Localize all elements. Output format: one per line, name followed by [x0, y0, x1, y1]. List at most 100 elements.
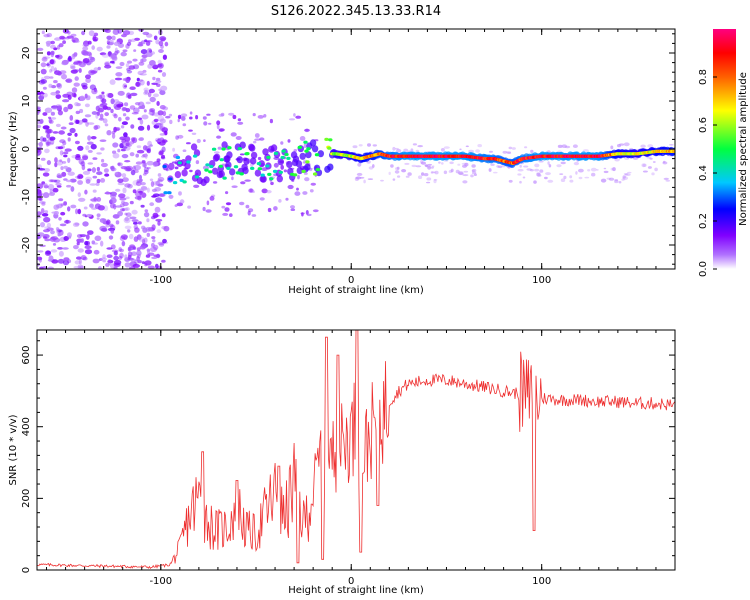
noise-speckle — [137, 260, 142, 264]
noise-speckle — [49, 139, 55, 145]
noise-speckle — [66, 184, 72, 188]
noise-speckle — [287, 139, 291, 143]
noise-speckle — [90, 143, 97, 150]
noise-speckle — [160, 37, 166, 42]
noise-speckle — [124, 165, 131, 172]
noise-speckle — [52, 131, 59, 134]
halo-speckle — [412, 143, 417, 146]
noise-speckle — [212, 181, 218, 184]
noise-speckle — [41, 57, 48, 62]
noise-speckle — [63, 257, 70, 262]
noise-speckle — [63, 106, 69, 113]
noise-speckle — [57, 45, 61, 50]
noise-speckle — [92, 258, 100, 264]
noise-speckle — [84, 189, 88, 195]
noise-speckle — [138, 29, 144, 32]
ridge-glow — [327, 163, 334, 171]
noise-speckle — [155, 122, 162, 126]
noise-speckle — [218, 113, 225, 117]
ridge-glow — [194, 169, 202, 177]
ridge-core — [286, 156, 291, 160]
noise-speckle — [125, 167, 132, 172]
noise-speckle — [128, 233, 134, 240]
noise-speckle — [89, 183, 97, 186]
noise-speckle — [96, 197, 102, 202]
noise-speckle — [257, 156, 262, 161]
halo-speckle — [529, 169, 534, 172]
noise-speckle — [102, 118, 108, 124]
noise-speckle — [134, 102, 141, 106]
noise-speckle — [41, 202, 46, 206]
noise-speckle — [196, 138, 201, 144]
noise-speckle — [84, 94, 91, 101]
noise-speckle — [151, 82, 159, 86]
ridge-glow — [226, 151, 233, 159]
noise-speckle — [231, 176, 234, 181]
noise-speckle — [127, 246, 131, 252]
noise-speckle — [151, 195, 157, 198]
noise-speckle — [79, 62, 86, 68]
ridge-glow — [296, 167, 303, 175]
noise-speckle — [124, 102, 129, 107]
halo-speckle — [526, 168, 532, 171]
noise-speckle — [82, 221, 89, 227]
colorbar-tick-label: 0.4 — [698, 165, 709, 181]
noise-speckle — [60, 145, 65, 149]
noise-speckle — [53, 80, 58, 84]
noise-speckle — [55, 123, 61, 128]
noise-speckle — [41, 30, 45, 35]
noise-speckle — [67, 157, 71, 163]
noise-speckle — [162, 106, 169, 111]
halo-speckle — [578, 176, 583, 180]
noise-speckle — [61, 171, 67, 177]
noise-speckle — [146, 80, 150, 86]
spectrogram-noise — [37, 29, 674, 269]
noise-speckle — [127, 94, 132, 99]
noise-speckle — [115, 72, 123, 77]
noise-speckle — [124, 160, 131, 163]
noise-speckle — [37, 191, 43, 197]
noise-speckle — [280, 141, 284, 145]
noise-speckle — [131, 112, 139, 115]
noise-speckle — [149, 96, 156, 103]
spectrogram-y-tick-label: -10 — [21, 189, 32, 205]
noise-speckle — [125, 116, 130, 121]
noise-speckle — [153, 93, 159, 98]
noise-speckle — [141, 238, 146, 245]
halo-speckle — [372, 164, 375, 168]
noise-speckle — [97, 205, 105, 211]
noise-speckle — [66, 179, 72, 183]
halo-speckle — [517, 168, 524, 172]
noise-speckle — [290, 205, 295, 209]
noise-speckle — [152, 212, 159, 219]
noise-speckle — [83, 206, 88, 210]
noise-speckle — [136, 145, 142, 149]
noise-speckle — [40, 222, 45, 228]
ridge-glow — [260, 175, 267, 183]
noise-speckle — [132, 180, 139, 186]
noise-speckle — [143, 109, 147, 113]
halo-speckle — [455, 169, 460, 174]
noise-speckle — [79, 234, 87, 238]
noise-speckle — [129, 105, 136, 110]
halo-speckle — [614, 158, 620, 162]
carrier-ridge — [162, 137, 675, 195]
halo-speckle — [662, 160, 666, 164]
halo-speckle — [627, 171, 632, 174]
noise-speckle — [148, 252, 155, 256]
noise-speckle — [56, 83, 61, 88]
noise-speckle — [110, 229, 115, 234]
ridge-glow — [181, 169, 188, 177]
halo-speckle — [404, 162, 410, 165]
noise-speckle — [96, 111, 100, 116]
noise-speckle — [114, 171, 119, 175]
noise-speckle — [134, 195, 142, 200]
noise-speckle — [254, 133, 260, 138]
noise-speckle — [122, 78, 127, 81]
noise-speckle — [93, 249, 100, 255]
noise-speckle — [120, 166, 128, 170]
noise-speckle — [96, 217, 100, 220]
noise-speckle — [77, 192, 82, 198]
noise-speckle — [309, 189, 314, 193]
spectrogram-y-tick-label: -20 — [21, 237, 32, 253]
